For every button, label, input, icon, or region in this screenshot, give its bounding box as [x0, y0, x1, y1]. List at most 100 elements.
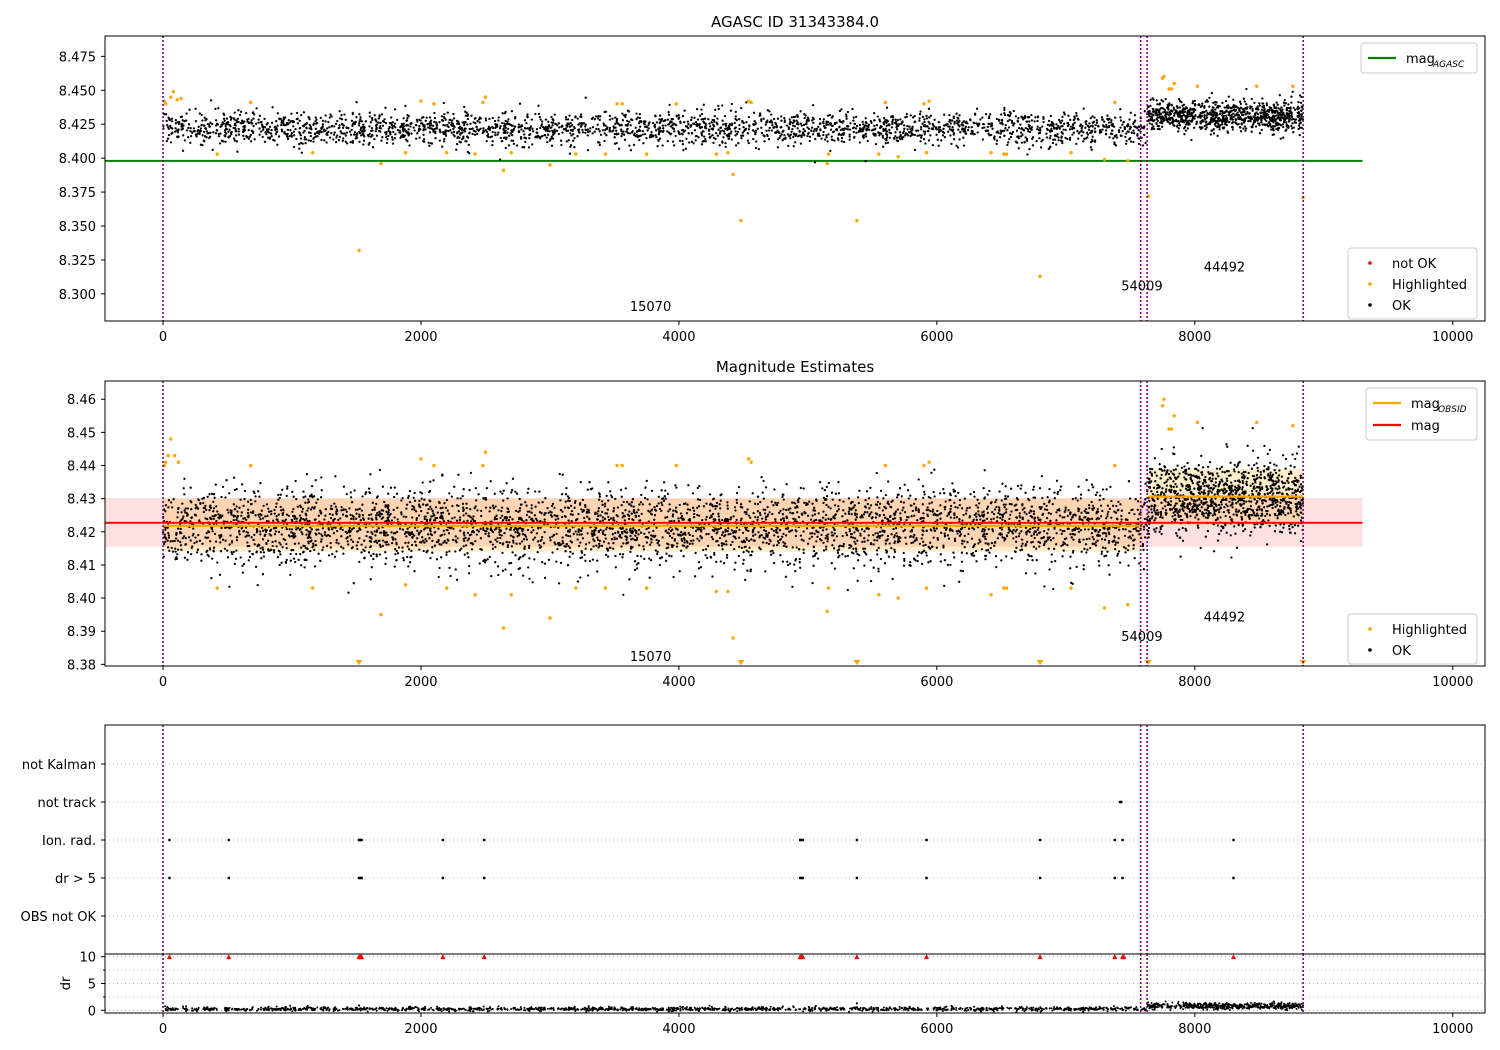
- ok-point: [526, 113, 529, 116]
- ok-point: [1279, 119, 1282, 122]
- ok-point: [187, 536, 191, 539]
- ok-point: [1285, 123, 1288, 126]
- ok-point: [487, 135, 490, 139]
- ok-point: [551, 133, 555, 136]
- ok-point: [1214, 116, 1217, 120]
- ok-point: [943, 124, 946, 127]
- ok-point: [940, 129, 943, 132]
- ok-point: [555, 515, 558, 518]
- ok-point: [247, 508, 250, 511]
- ok-point: [329, 113, 332, 116]
- ok-point: [1010, 557, 1013, 560]
- ok-point: [811, 119, 814, 122]
- ok-point: [1275, 101, 1278, 104]
- ok-point: [578, 533, 581, 536]
- ok-point: [506, 122, 509, 125]
- ok-point: [1107, 541, 1111, 544]
- ok-point: [335, 550, 338, 553]
- ok-point: [667, 510, 670, 513]
- ok-point: [838, 126, 841, 129]
- ok-point: [307, 115, 310, 119]
- ok-point: [693, 129, 697, 132]
- ok-point: [180, 122, 183, 126]
- ok-point: [982, 513, 986, 516]
- ok-point: [407, 128, 410, 131]
- ok-point: [232, 137, 236, 140]
- ok-point: [1069, 118, 1072, 122]
- ok-point: [944, 500, 947, 503]
- ok-point: [942, 546, 945, 549]
- ok-point: [924, 543, 927, 547]
- ok-point: [546, 133, 550, 136]
- ok-point: [358, 140, 361, 144]
- ok-point: [232, 518, 235, 522]
- ok-point: [1203, 105, 1206, 108]
- ok-point: [1010, 121, 1014, 124]
- ok-point: [1004, 127, 1007, 130]
- ok-point: [668, 503, 671, 506]
- ok-point: [1149, 112, 1153, 115]
- ok-point: [314, 116, 317, 119]
- ok-point: [534, 135, 538, 138]
- ok-point: [811, 133, 815, 136]
- ok-point: [1091, 124, 1094, 127]
- ok-point: [1039, 146, 1043, 149]
- ok-point: [715, 501, 719, 505]
- ok-point: [783, 119, 786, 122]
- ok-point: [517, 558, 520, 561]
- ok-point: [881, 134, 884, 137]
- ok-point: [1028, 120, 1031, 123]
- ok-point: [1283, 119, 1286, 122]
- ok-point: [259, 481, 262, 485]
- ok-point: [1091, 504, 1095, 507]
- ok-point: [375, 134, 379, 137]
- ok-point: [894, 118, 897, 121]
- ok-point: [848, 530, 851, 533]
- ok-point: [227, 511, 230, 514]
- ok-point: [236, 150, 239, 153]
- ok-point: [521, 533, 525, 536]
- ok-point: [405, 123, 408, 127]
- x-tick-label: 4000: [662, 330, 695, 345]
- ok-point: [1125, 132, 1128, 135]
- ok-point: [285, 123, 288, 127]
- ok-point: [624, 124, 627, 127]
- ok-point: [1106, 114, 1109, 117]
- ok-point: [1122, 528, 1125, 531]
- ok-point: [464, 110, 467, 113]
- ok-point: [411, 504, 414, 508]
- ok-point: [943, 508, 947, 511]
- ok-point: [1164, 113, 1168, 116]
- ok-point: [226, 121, 230, 124]
- ok-point: [1288, 117, 1292, 120]
- ok-point: [955, 530, 958, 533]
- ok-point: [805, 120, 808, 123]
- ok-point: [656, 145, 659, 148]
- ok-point: [588, 130, 591, 133]
- ok-point: [192, 532, 195, 536]
- ok-point: [448, 492, 451, 495]
- ok-point: [499, 536, 502, 540]
- ok-point: [453, 485, 456, 488]
- ok-point: [227, 130, 230, 133]
- ok-point: [1067, 114, 1070, 117]
- ok-point: [1006, 143, 1009, 147]
- ok-point: [1010, 510, 1013, 513]
- ok-point: [1195, 122, 1198, 126]
- ok-point: [1107, 117, 1111, 121]
- ok-point: [1202, 120, 1205, 123]
- ok-point: [840, 136, 844, 140]
- ok-point: [988, 115, 991, 118]
- ok-point: [704, 122, 707, 125]
- ok-point: [577, 123, 580, 126]
- ok-point: [377, 129, 381, 133]
- ok-point: [884, 132, 888, 135]
- ok-point: [358, 121, 361, 125]
- ok-point: [390, 541, 394, 545]
- ok-point: [518, 509, 521, 512]
- ok-point: [390, 123, 394, 127]
- ok-point: [1225, 118, 1228, 122]
- ok-point: [893, 517, 897, 520]
- ok-point: [434, 131, 437, 135]
- ok-point: [724, 145, 727, 149]
